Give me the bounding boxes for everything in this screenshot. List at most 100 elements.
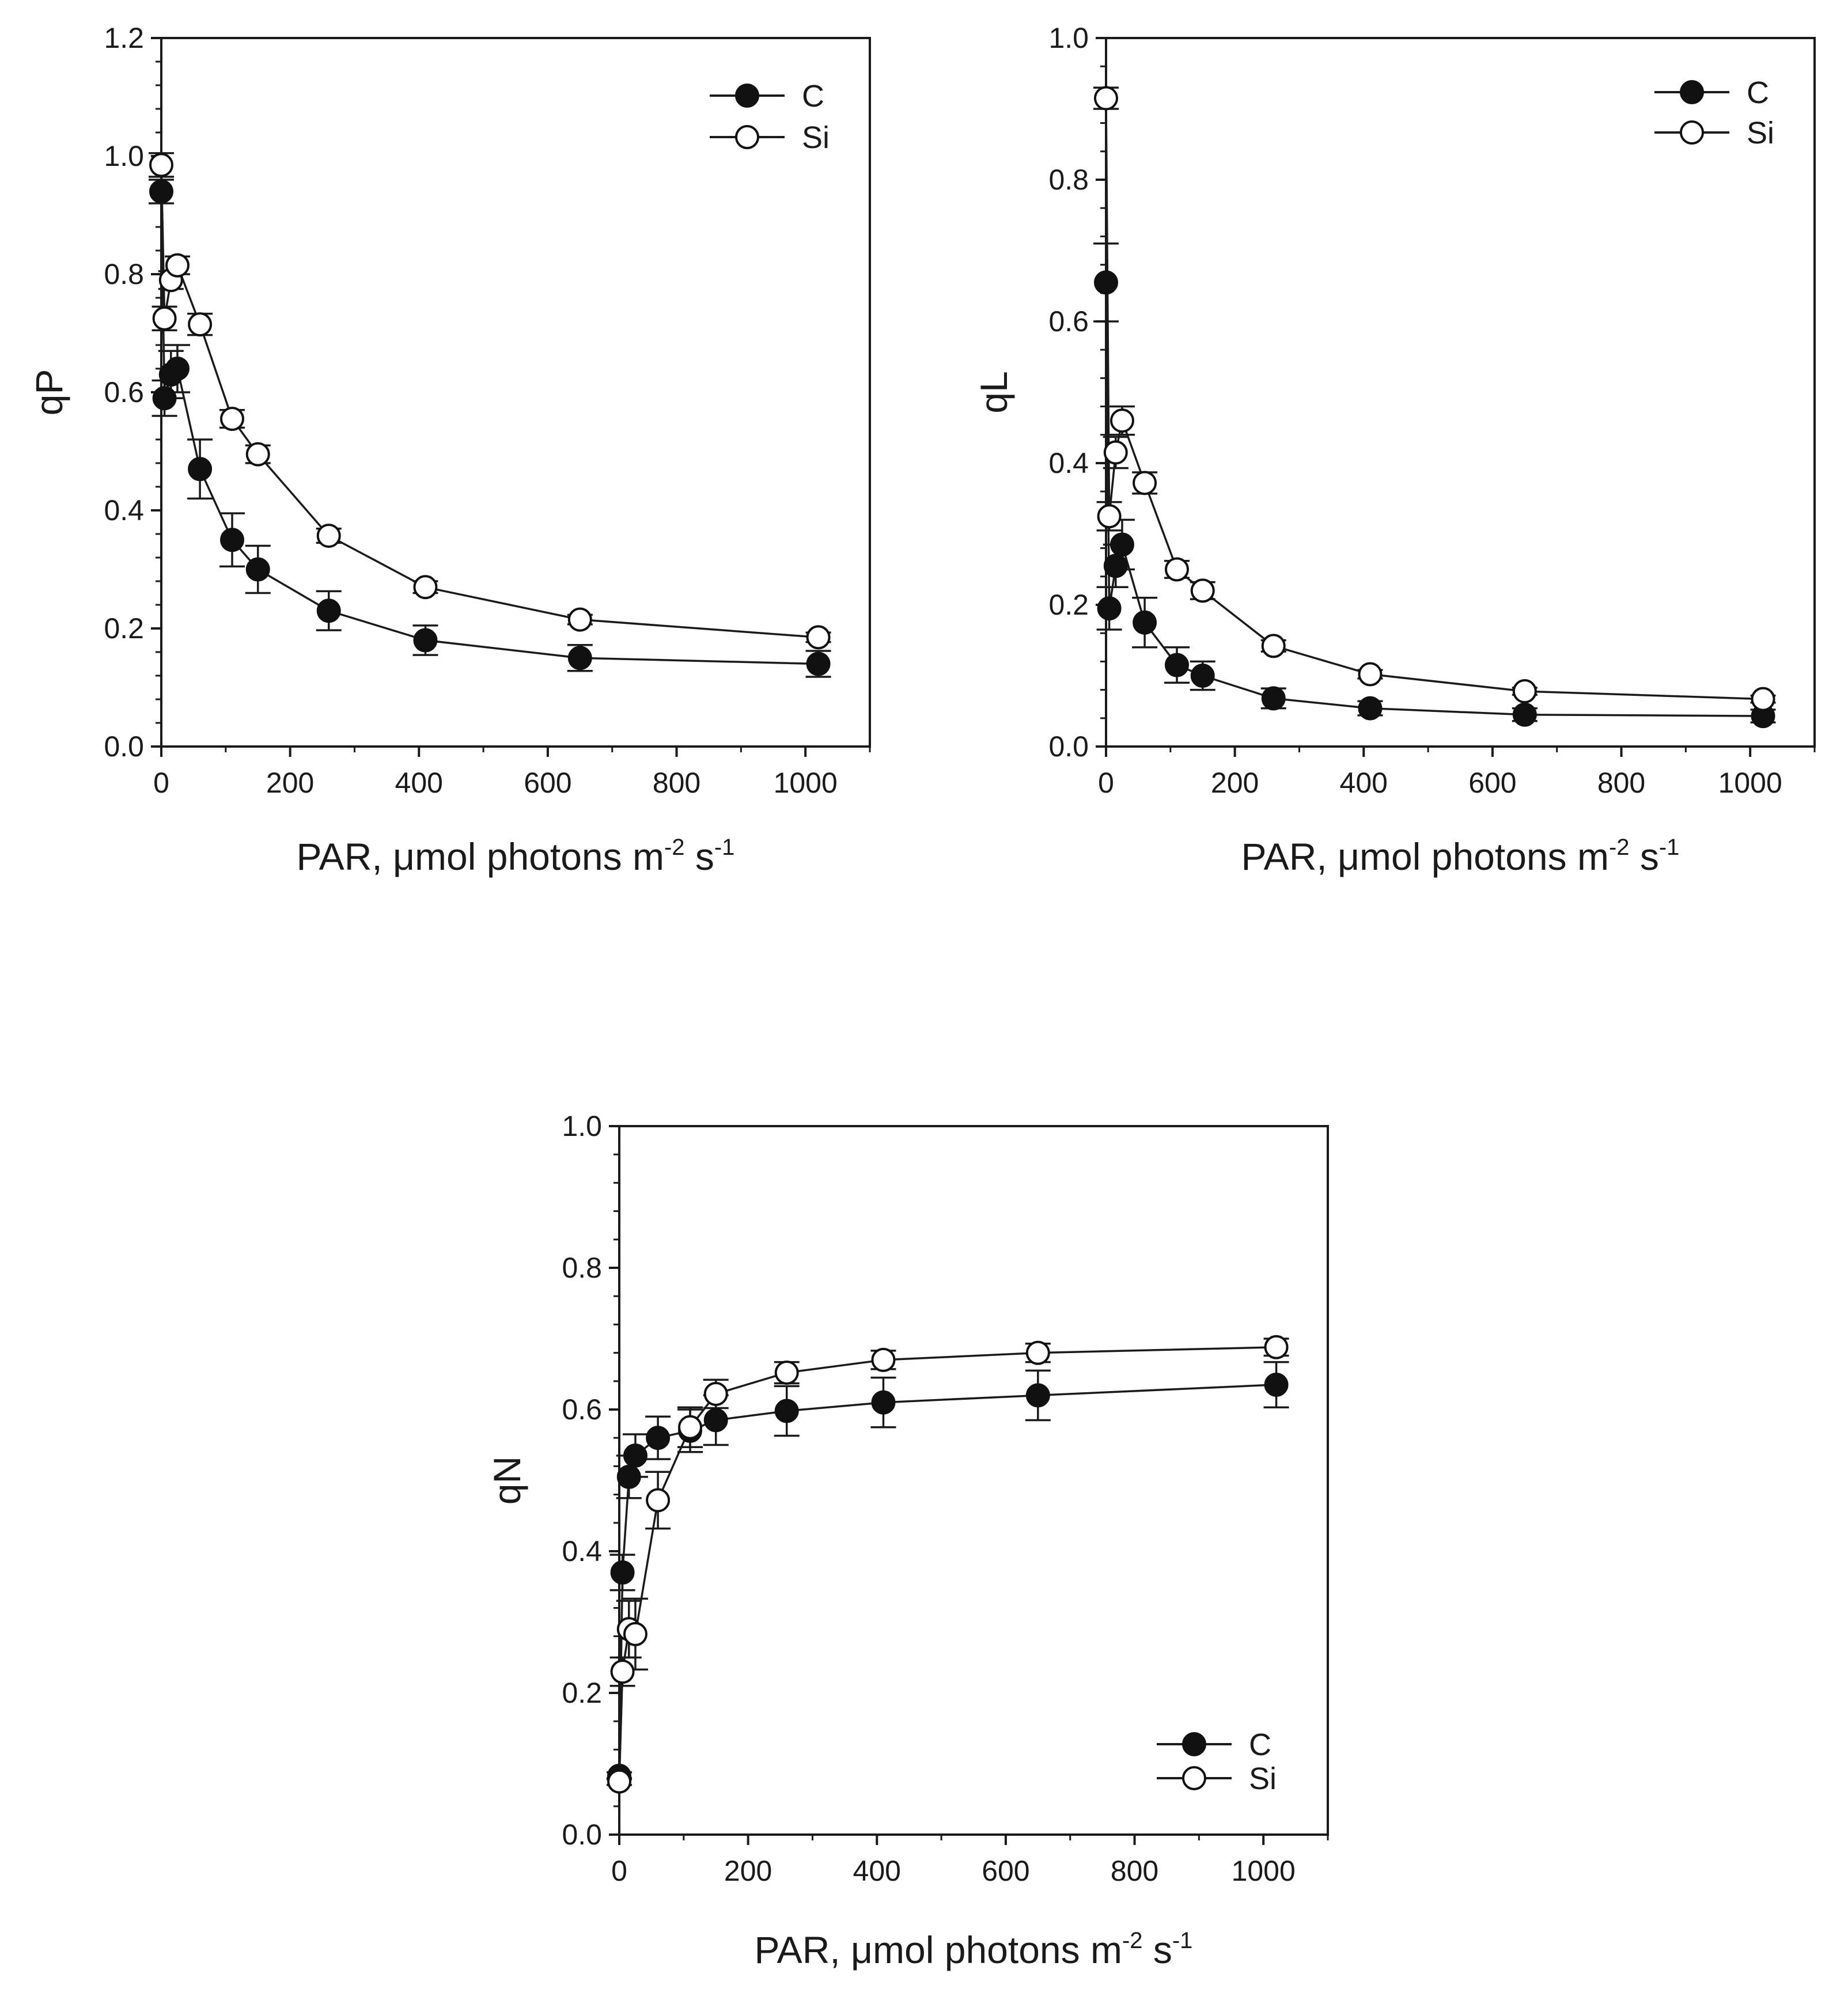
- y-tick-label: 0.4: [562, 1535, 602, 1567]
- plot-frame: [1105, 37, 1816, 748]
- y-tick-label: 0.4: [104, 494, 144, 526]
- data-point-si: [152, 306, 177, 331]
- y-tick-label: 0.2: [1048, 589, 1089, 621]
- y-axis-title: qP: [28, 369, 70, 416]
- data-point-c: [1025, 1383, 1050, 1408]
- data-point-si: [1358, 662, 1383, 687]
- data-point-si: [1025, 1340, 1050, 1365]
- data-point-si: [678, 1415, 702, 1439]
- data-point-c: [316, 598, 341, 623]
- data-point-c: [188, 457, 213, 482]
- chart-panel-qn: 0 200 400 600 800 1000 0.0 0.2 0.4 0.6 0.8 1.0 qN P…: [486, 1110, 1329, 1971]
- plot-frame: [160, 37, 871, 748]
- data-point-c: [1261, 686, 1286, 711]
- y-tick-label: 0.0: [1048, 730, 1089, 763]
- data-point-si: [607, 1769, 631, 1794]
- x-tick-label: 200: [724, 1855, 772, 1887]
- data-point-si: [1751, 687, 1775, 711]
- legend-marker-si: [1680, 120, 1704, 145]
- series-line-si: [1105, 98, 1763, 700]
- x-tick-label: 200: [266, 767, 314, 799]
- y-axis-title: qL: [972, 371, 1015, 413]
- data-point-c: [413, 628, 438, 653]
- data-point-c: [703, 1408, 728, 1433]
- legend: C Si: [1157, 1727, 1277, 1796]
- data-point-c: [1094, 270, 1118, 295]
- chart-panel-qp: 0 200 400 600 800 1000 0.0 0.2 0.4 0.6 0.8 1.0 1.2 q…: [28, 22, 871, 878]
- data-point-c: [871, 1390, 896, 1415]
- x-tick-label: 0: [153, 767, 169, 799]
- data-point-c: [646, 1426, 671, 1450]
- data-point-si: [220, 407, 244, 431]
- data-point-si: [871, 1347, 896, 1372]
- data-point-c: [1097, 596, 1122, 621]
- x-axis-title: PAR, μmol photons m-2 s-1: [755, 1928, 1193, 1971]
- y-tick-label: 1.0: [562, 1110, 602, 1142]
- y-tick-label: 1.0: [104, 140, 144, 172]
- data-point-c: [623, 1443, 647, 1468]
- x-tick-label: 1000: [1718, 767, 1782, 799]
- data-point-c: [1103, 554, 1128, 578]
- series-line-c: [1105, 282, 1763, 717]
- x-tick-label: 600: [1468, 767, 1516, 799]
- data-point-si: [1261, 634, 1286, 658]
- plot-frame: [618, 1125, 1329, 1836]
- legend-label-c: C: [1747, 75, 1769, 110]
- data-point-si: [188, 312, 213, 337]
- x-tick-label: 800: [653, 767, 700, 799]
- x-tick-label: 400: [853, 1855, 901, 1887]
- data-point-si: [1097, 504, 1122, 529]
- data-point-si: [646, 1488, 671, 1513]
- data-point-si: [1190, 578, 1215, 603]
- data-point-si: [149, 153, 173, 177]
- y-tick-label: 0.2: [104, 612, 144, 645]
- data-point-si: [623, 1621, 647, 1646]
- data-point-si: [774, 1361, 799, 1385]
- data-point-c: [1190, 664, 1215, 688]
- y-tick-label: 0.0: [104, 730, 144, 763]
- x-axis-title: PAR, μmol photons m-2 s-1: [1241, 835, 1680, 878]
- x-axis-title: PAR, μmol photons m-2 s-1: [297, 835, 735, 878]
- data-point-c: [245, 557, 270, 582]
- chart-panel-ql: 0 200 400 600 800 1000 0.0 0.2 0.4 0.6 0.8 1.0 qL P…: [972, 22, 1816, 878]
- x-tick-label: 200: [1211, 767, 1259, 799]
- data-point-si: [806, 625, 831, 650]
- legend-label-c: C: [1249, 1727, 1271, 1762]
- data-point-si: [1109, 408, 1134, 433]
- y-tick-label: 0.0: [562, 1818, 602, 1851]
- y-tick-label: 0.6: [104, 376, 144, 408]
- x-tick-label: 800: [1597, 767, 1645, 799]
- data-point-si: [1165, 557, 1189, 582]
- y-tick-label: 0.6: [562, 1393, 602, 1426]
- data-point-si: [165, 253, 190, 278]
- x-tick-label: 800: [1111, 1855, 1158, 1887]
- data-point-c: [1512, 702, 1537, 727]
- y-tick-label: 0.2: [562, 1677, 602, 1709]
- data-point-c: [1165, 653, 1189, 677]
- data-point-c: [806, 651, 831, 676]
- data-point-c: [165, 357, 190, 381]
- y-tick-label: 0.6: [1048, 305, 1089, 338]
- data-point-c: [610, 1560, 635, 1585]
- data-point-c: [220, 528, 244, 552]
- data-point-si: [1264, 1335, 1289, 1359]
- data-point-si: [703, 1381, 728, 1406]
- y-tick-label: 1.2: [104, 22, 144, 54]
- data-point-si: [1103, 440, 1128, 465]
- x-tick-label: 0: [611, 1855, 627, 1887]
- data-point-si: [245, 442, 270, 467]
- legend-marker-c: [735, 84, 759, 108]
- data-point-c: [616, 1464, 641, 1489]
- x-tick-label: 1000: [774, 767, 838, 799]
- data-point-si: [610, 1660, 635, 1684]
- x-tick-label: 600: [524, 767, 571, 799]
- legend-marker-si: [735, 125, 759, 149]
- x-tick-label: 400: [1340, 767, 1388, 799]
- data-point-si: [316, 524, 341, 548]
- data-point-si: [1512, 679, 1537, 704]
- series-line-c: [618, 1384, 1277, 1776]
- y-tick-label: 1.0: [1048, 22, 1089, 54]
- x-tick-label: 1000: [1232, 1855, 1296, 1887]
- y-tick-label: 0.8: [1048, 164, 1089, 196]
